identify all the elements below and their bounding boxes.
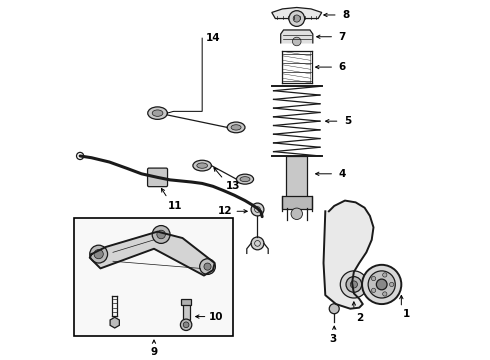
Circle shape: [368, 271, 395, 298]
Text: 8: 8: [342, 10, 349, 20]
Bar: [74, 219, 233, 336]
Circle shape: [199, 259, 216, 274]
Circle shape: [157, 230, 166, 239]
Text: 14: 14: [206, 33, 220, 43]
Circle shape: [183, 322, 189, 328]
Text: 7: 7: [339, 32, 346, 42]
Circle shape: [251, 203, 264, 216]
Circle shape: [371, 288, 376, 292]
Text: 11: 11: [168, 201, 183, 211]
Circle shape: [362, 265, 401, 304]
Text: 1: 1: [403, 310, 410, 319]
Circle shape: [329, 304, 339, 314]
Bar: [293, 156, 300, 183]
Ellipse shape: [152, 110, 163, 116]
Ellipse shape: [193, 160, 212, 171]
Circle shape: [293, 15, 300, 22]
Ellipse shape: [197, 163, 208, 168]
Circle shape: [90, 245, 108, 263]
Text: 12: 12: [218, 206, 233, 216]
Bar: [286, 156, 307, 197]
Polygon shape: [272, 8, 322, 19]
Polygon shape: [90, 231, 215, 275]
Circle shape: [293, 37, 301, 46]
Circle shape: [371, 276, 376, 281]
Circle shape: [383, 292, 387, 296]
Circle shape: [340, 271, 368, 298]
Circle shape: [346, 276, 362, 292]
Circle shape: [376, 279, 387, 290]
Circle shape: [390, 282, 394, 287]
Text: 9: 9: [150, 347, 158, 357]
Ellipse shape: [240, 177, 250, 182]
Circle shape: [251, 237, 264, 250]
Circle shape: [289, 11, 305, 26]
Bar: [181, 300, 191, 305]
Text: 13: 13: [225, 181, 240, 191]
Text: 2: 2: [356, 313, 363, 323]
Circle shape: [180, 319, 192, 330]
Circle shape: [94, 249, 103, 259]
Circle shape: [350, 281, 357, 288]
Circle shape: [291, 208, 302, 220]
Text: 3: 3: [329, 334, 336, 345]
Circle shape: [152, 226, 170, 243]
Text: 6: 6: [339, 62, 346, 72]
Circle shape: [343, 273, 365, 296]
Ellipse shape: [237, 174, 253, 184]
Polygon shape: [110, 317, 120, 328]
Text: 10: 10: [209, 311, 224, 321]
Text: 5: 5: [344, 116, 351, 126]
Polygon shape: [281, 30, 313, 44]
Ellipse shape: [231, 125, 241, 130]
Text: 4: 4: [339, 169, 346, 179]
Ellipse shape: [227, 122, 245, 133]
Circle shape: [204, 263, 211, 270]
Bar: [282, 196, 312, 209]
Ellipse shape: [148, 107, 168, 120]
FancyBboxPatch shape: [147, 168, 168, 186]
Bar: [183, 303, 190, 320]
Circle shape: [383, 273, 387, 277]
Circle shape: [348, 279, 360, 290]
Polygon shape: [323, 201, 373, 309]
